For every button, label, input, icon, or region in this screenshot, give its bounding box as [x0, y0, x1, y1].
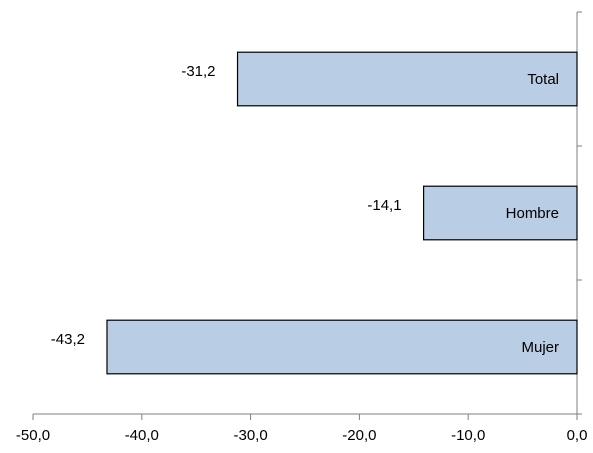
- labels: -50,0 -40,0 -30,0 -20,0 -10,0 0,0 Total -31,2 Ho…: [16, 63, 588, 444]
- data-label: -43,2: [51, 331, 85, 348]
- x-tick-label: -10,0: [451, 427, 485, 444]
- data-label: -31,2: [181, 63, 215, 80]
- bar-hombre: [422, 185, 578, 241]
- x-tick-label: -30,0: [233, 427, 267, 444]
- x-tick-label: -40,0: [125, 427, 159, 444]
- category-label: Hombre: [506, 205, 559, 222]
- category-label: Total: [527, 71, 559, 88]
- bar-mujer: [106, 319, 578, 375]
- bar-total: [236, 51, 578, 107]
- x-tick-label: -20,0: [342, 427, 376, 444]
- category-label: Mujer: [521, 339, 559, 356]
- x-tick-label: 0,0: [567, 427, 588, 444]
- data-label: -14,1: [367, 197, 401, 214]
- x-tick-label: -50,0: [16, 427, 50, 444]
- bars: [106, 51, 578, 375]
